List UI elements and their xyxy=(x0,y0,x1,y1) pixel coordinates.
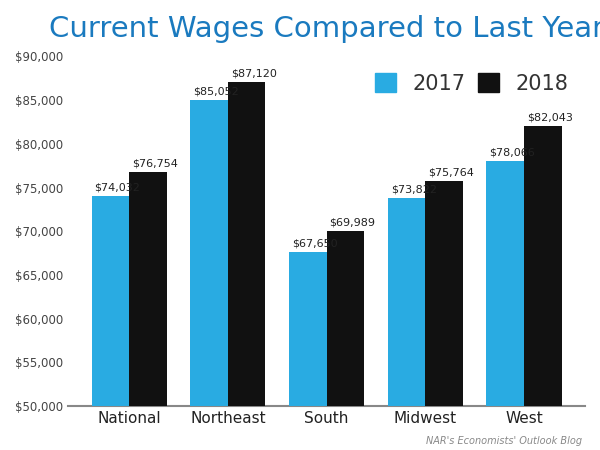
Text: $82,043: $82,043 xyxy=(527,112,573,122)
Text: $67,650: $67,650 xyxy=(292,238,338,248)
Bar xyxy=(129,172,167,450)
Bar xyxy=(425,181,463,450)
Title: Current Wages Compared to Last Year: Current Wages Compared to Last Year xyxy=(49,15,600,43)
Legend: 2017, 2018: 2017, 2018 xyxy=(369,67,575,100)
Bar xyxy=(524,126,562,450)
Text: $76,754: $76,754 xyxy=(132,159,178,169)
Bar xyxy=(487,161,524,450)
Bar xyxy=(388,198,425,450)
Bar xyxy=(228,81,265,450)
Text: $74,032: $74,032 xyxy=(95,183,140,193)
Bar xyxy=(326,231,364,450)
Text: $73,822: $73,822 xyxy=(391,184,437,194)
Text: $69,989: $69,989 xyxy=(329,218,376,228)
Text: $75,764: $75,764 xyxy=(428,167,474,177)
Bar xyxy=(92,196,129,450)
Bar xyxy=(190,100,228,450)
Bar xyxy=(289,252,326,450)
Text: $85,052: $85,052 xyxy=(193,86,239,96)
Text: NAR's Economists' Outlook Blog: NAR's Economists' Outlook Blog xyxy=(426,436,582,446)
Text: $87,120: $87,120 xyxy=(231,68,277,78)
Text: $78,066: $78,066 xyxy=(490,147,535,158)
